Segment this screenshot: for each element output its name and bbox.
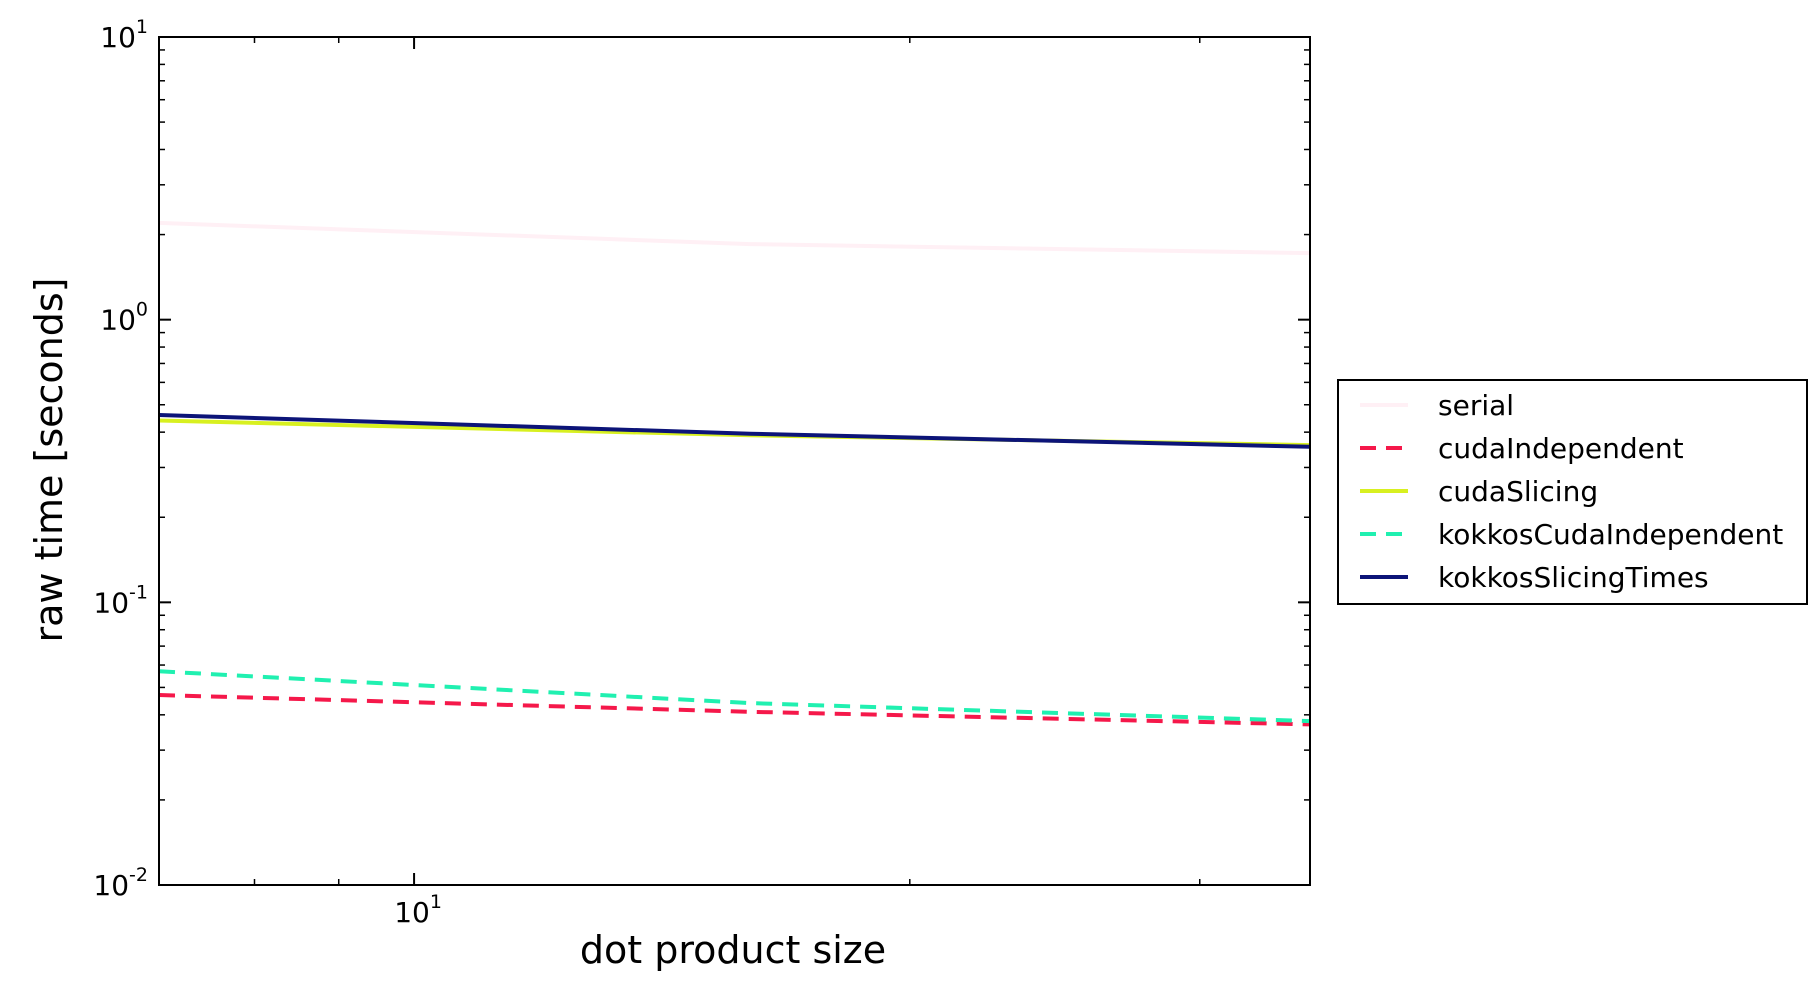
y-tick-label: 10-2: [93, 864, 148, 902]
series-line-kokkosSlicingTimes: [158, 413, 1311, 449]
legend-items: serial cudaIndependent cudaSlicing kokkosCu…: [1360, 389, 1783, 594]
series-line-cudaIndependent: [158, 693, 1311, 727]
y-tick-label: 100: [100, 299, 148, 337]
y-tick-label: 101: [100, 16, 148, 54]
series-line-kokkosCudaIndependent: [158, 669, 1311, 724]
series-line-serial: [158, 220, 1311, 256]
plot-frame: [158, 36, 1311, 886]
legend-label: serial: [1438, 389, 1514, 422]
legend-label: kokkosSlicingTimes: [1438, 561, 1709, 594]
x-tick-label: 101: [394, 891, 442, 929]
legend: serial cudaIndependent cudaSlicing kokkosCu…: [1337, 379, 1808, 605]
legend-frame: [1337, 379, 1808, 605]
y-tick-label: 10-1: [93, 581, 148, 619]
x-axis-label: dot product size: [580, 928, 886, 972]
legend-label: cudaIndependent: [1438, 432, 1684, 465]
legend-label: kokkosCudaIndependent: [1438, 518, 1783, 551]
y-tick-labels: 10-2 10-1 100 101: [93, 16, 148, 902]
series-layer: [158, 220, 1311, 727]
x-tick-labels: 101: [394, 891, 442, 929]
legend-label: cudaSlicing: [1438, 475, 1598, 508]
y-axis-label: raw time [seconds]: [27, 278, 71, 643]
